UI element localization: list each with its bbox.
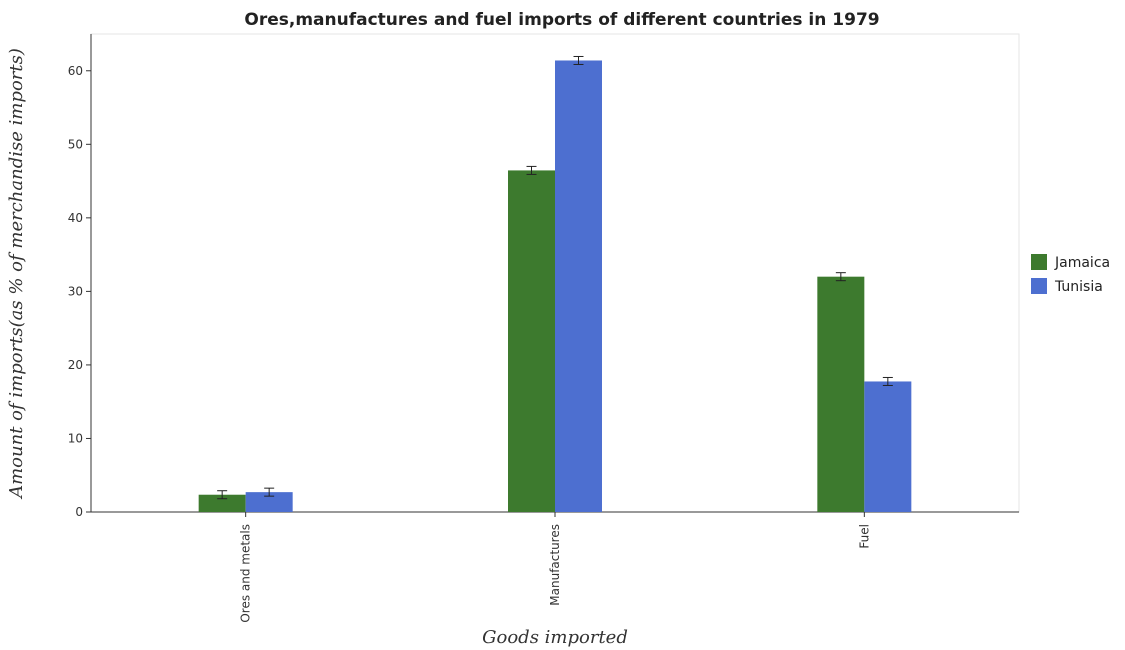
bar-jamaica-0 — [198, 494, 246, 512]
bar-jamaica-1 — [508, 170, 555, 512]
x-ticks: Ores and metals Manufactures Fuel — [239, 512, 871, 623]
chart-title: Ores,manufactures and fuel imports of di… — [244, 10, 879, 30]
y-tick-label: 20 — [68, 358, 83, 372]
y-tick-label: 40 — [68, 211, 83, 225]
legend-label-jamaica: Jamaica — [1054, 255, 1110, 271]
x-tick-label: Fuel — [857, 524, 871, 549]
legend-swatch-tunisia — [1031, 278, 1047, 294]
x-axis-title: Goods imported — [482, 627, 628, 648]
y-ticks: 0 10 20 30 40 50 60 — [68, 64, 91, 519]
x-tick-label: Ores and metals — [239, 524, 253, 623]
y-tick-label: 0 — [75, 505, 83, 519]
x-tick-label: Manufactures — [548, 524, 562, 606]
legend: Jamaica Tunisia — [1031, 254, 1110, 295]
bar-jamaica-2 — [817, 276, 865, 512]
bars — [198, 55, 912, 512]
y-tick-label: 30 — [68, 284, 83, 298]
y-tick-label: 10 — [68, 431, 83, 445]
y-tick-label: 60 — [68, 64, 83, 78]
legend-swatch-jamaica — [1031, 254, 1047, 270]
y-axis-title: Amount of imports(as % of merchandise im… — [6, 48, 27, 500]
bar-tunisia-1 — [555, 60, 602, 512]
legend-label-tunisia: Tunisia — [1054, 279, 1103, 295]
bar-tunisia-0 — [245, 492, 293, 512]
y-tick-label: 50 — [68, 137, 83, 151]
bar-tunisia-2 — [864, 381, 912, 512]
